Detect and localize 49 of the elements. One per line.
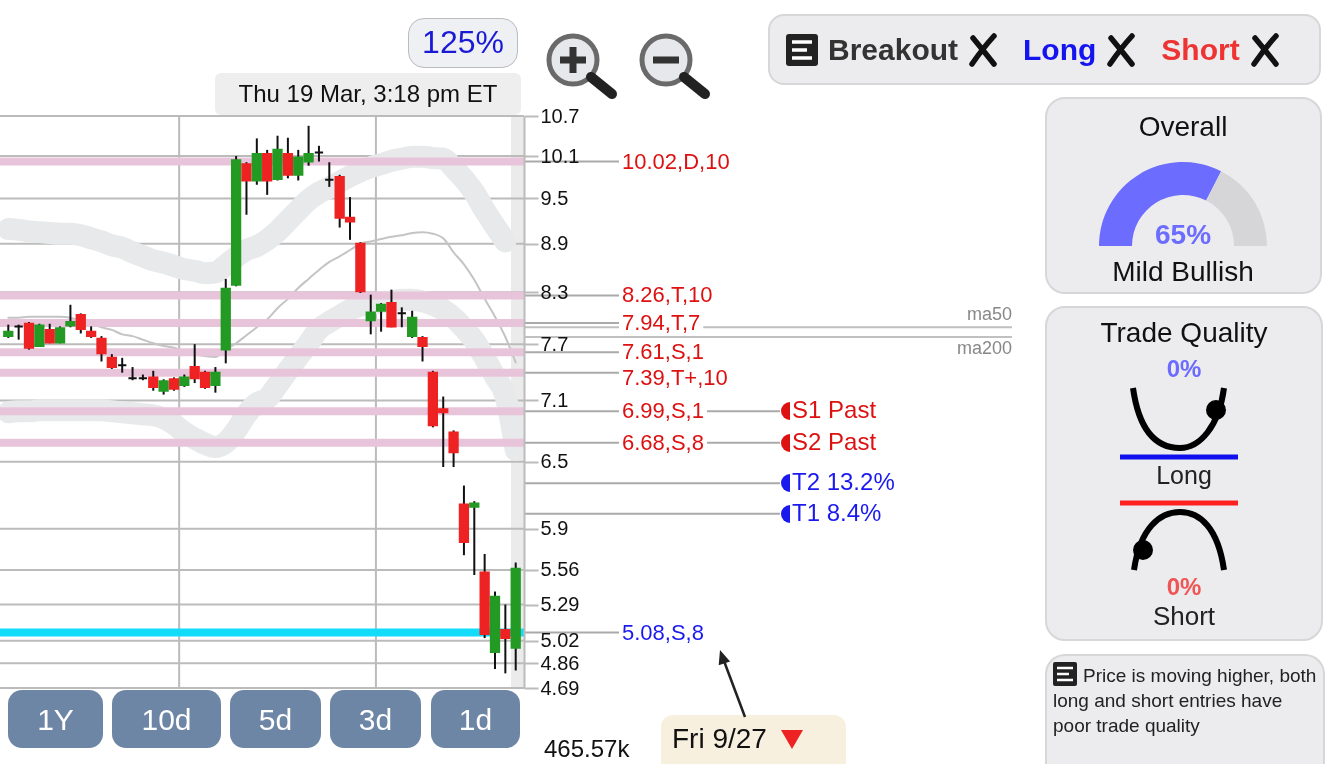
data-label: 65% bbox=[1154, 219, 1212, 250]
category-label: Long bbox=[1023, 33, 1097, 66]
ref-line-label: 7.94,T,7 bbox=[622, 309, 701, 335]
chart-title: Overall bbox=[1138, 111, 1228, 142]
ref-line-label: T2 13.2% bbox=[792, 468, 895, 496]
ref-line-label: T1 8.4% bbox=[792, 498, 882, 526]
button: 3d bbox=[330, 690, 421, 748]
text: 465.57k bbox=[544, 735, 630, 763]
y-tick-label: 6.5 bbox=[540, 450, 569, 473]
y-tick-label: 5.9 bbox=[540, 517, 569, 540]
label-box: Thu 19 Mar, 3:18 pm ET bbox=[215, 73, 521, 115]
button: 1d bbox=[431, 690, 520, 748]
ref-line-label: ma50 bbox=[966, 304, 1012, 325]
ref-line-label: 8.26,T,10 bbox=[622, 282, 713, 308]
y-tick-label: 10.7 bbox=[540, 104, 580, 127]
button: 1Y bbox=[8, 690, 103, 748]
y-tick-label: 5.29 bbox=[540, 593, 580, 616]
text: Short bbox=[1152, 601, 1216, 631]
y-tick-label: 4.86 bbox=[540, 651, 580, 674]
y-tick-label: 9.5 bbox=[540, 186, 569, 209]
ref-line-label: ma200 bbox=[956, 338, 1012, 359]
ref-line-label: 6.68,S,8 bbox=[622, 429, 704, 455]
y-tick-label: 8.9 bbox=[540, 232, 569, 255]
button: 5d bbox=[230, 690, 321, 748]
ref-line-label: 6.99,S,1 bbox=[622, 398, 704, 424]
y-tick-label: 7.1 bbox=[540, 388, 569, 411]
text: Trade Quality bbox=[1100, 317, 1268, 348]
text: Long bbox=[1156, 461, 1212, 489]
ref-line-label: 7.61,S,1 bbox=[622, 339, 704, 365]
text: Price is moving higher, both long and short entries have poor trade quality bbox=[1053, 665, 1317, 736]
ref-line-label: 7.39,T+,10 bbox=[622, 365, 728, 391]
text: Mild Bullish bbox=[1112, 256, 1254, 287]
text: 0% bbox=[1166, 573, 1202, 600]
category-label: Short bbox=[1161, 33, 1240, 66]
pill: 125% bbox=[408, 18, 518, 68]
ref-line-label: 10.02,D,10 bbox=[622, 148, 730, 174]
y-tick-label: 10.1 bbox=[540, 144, 580, 167]
label-box: Fri 9/27 bbox=[661, 715, 846, 764]
y-tick-label: 4.69 bbox=[540, 676, 580, 699]
y-tick-label: 8.3 bbox=[540, 280, 569, 303]
y-tick-label: 5.56 bbox=[540, 558, 580, 581]
text: S1 Past bbox=[792, 396, 877, 424]
ref-line-label: 5.08,S,8 bbox=[622, 619, 704, 645]
y-tick-label: 7.7 bbox=[540, 332, 569, 355]
category-label: Breakout bbox=[828, 33, 959, 66]
text: S2 Past bbox=[792, 427, 877, 455]
button: 10d bbox=[112, 690, 221, 748]
y-tick-label: 5.02 bbox=[540, 629, 580, 652]
text: 0% bbox=[1166, 355, 1202, 382]
